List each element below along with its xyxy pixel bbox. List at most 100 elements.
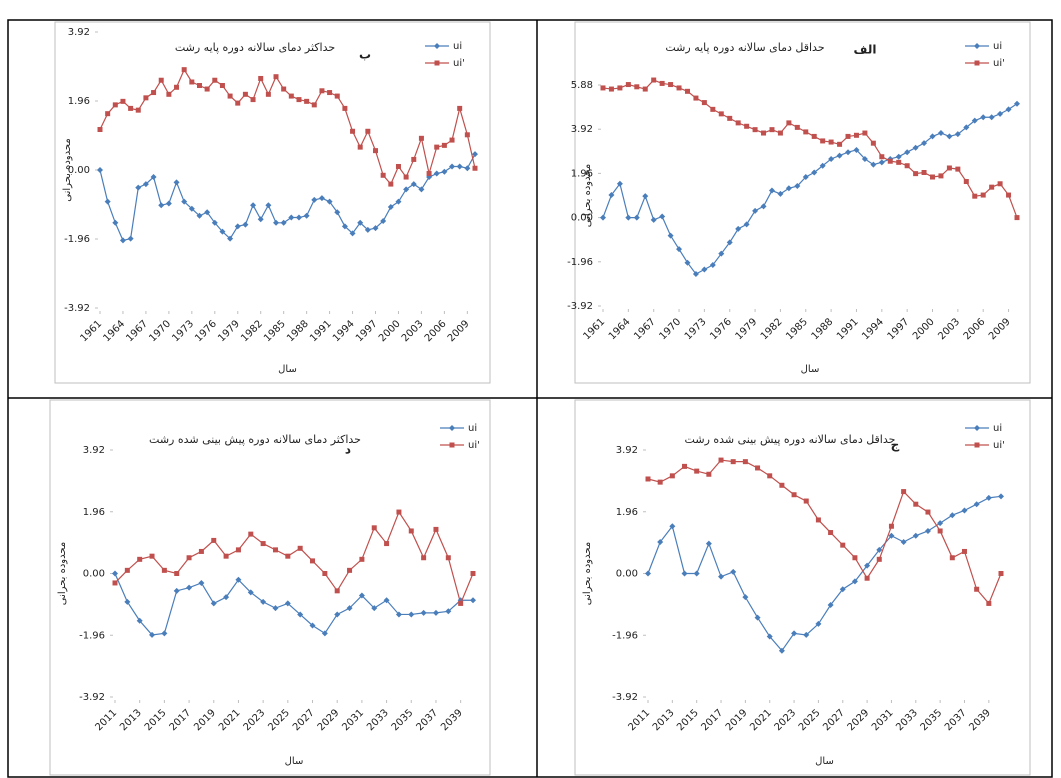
data-point — [149, 631, 156, 638]
data-point — [693, 95, 699, 101]
data-point — [820, 138, 826, 144]
data-point — [862, 130, 868, 136]
data-point — [743, 221, 750, 228]
data-point — [311, 196, 318, 203]
y-axis-label: محدوده بحرانی — [582, 164, 593, 227]
y-tick-label: -3.92 — [567, 301, 593, 312]
data-point — [235, 576, 242, 583]
data-point — [373, 148, 379, 154]
data-point — [303, 212, 310, 219]
data-point — [445, 608, 452, 615]
data-point — [710, 106, 716, 112]
data-point — [777, 190, 784, 197]
data-point — [887, 158, 893, 164]
data-point — [135, 107, 141, 113]
data-point — [234, 223, 241, 230]
data-point — [235, 547, 241, 553]
data-point — [247, 589, 254, 596]
data-point — [311, 102, 317, 108]
data-point — [143, 95, 149, 101]
data-point — [112, 570, 118, 577]
data-point — [173, 179, 180, 186]
data-point — [260, 598, 267, 605]
data-point — [692, 270, 699, 277]
data-point — [949, 512, 956, 519]
data-point — [980, 114, 987, 121]
data-point — [701, 100, 707, 106]
data-point — [418, 186, 425, 193]
data-point — [997, 110, 1004, 117]
data-point — [786, 120, 792, 126]
data-point — [388, 181, 394, 187]
data-point — [449, 163, 456, 170]
data-point — [837, 141, 843, 147]
data-point — [760, 203, 767, 210]
data-point — [128, 105, 134, 111]
y-tick-label: -1.96 — [567, 257, 593, 268]
data-point — [650, 216, 657, 223]
data-point — [600, 85, 606, 91]
data-point — [1005, 106, 1012, 113]
data-point — [828, 139, 834, 145]
data-point — [924, 527, 931, 534]
data-point — [645, 476, 651, 482]
data-point — [380, 172, 386, 178]
y-tick-label: 5.88 — [571, 80, 593, 91]
data-point — [464, 132, 470, 138]
legend-label: ui — [453, 41, 462, 52]
data-point — [853, 146, 860, 153]
data-point — [803, 631, 810, 638]
data-point — [371, 605, 378, 612]
y-tick-label: -1.96 — [612, 630, 638, 641]
legend-marker — [974, 60, 980, 66]
data-point — [878, 159, 885, 166]
y-tick-label: -1.96 — [79, 630, 105, 641]
data-point — [972, 193, 978, 199]
data-point — [929, 133, 936, 140]
x-axis-label: سال — [278, 364, 297, 375]
data-point — [754, 614, 761, 621]
data-point — [1014, 215, 1020, 221]
data-point — [937, 528, 943, 534]
data-point — [718, 111, 724, 117]
data-point — [755, 465, 761, 471]
data-point — [173, 587, 180, 594]
data-point — [161, 567, 167, 573]
data-point — [735, 120, 741, 126]
data-point — [930, 174, 936, 180]
data-point — [441, 142, 447, 148]
data-point — [839, 586, 846, 593]
data-point — [174, 84, 180, 90]
data-point — [744, 123, 750, 129]
y-tick-label: 0.00 — [571, 213, 593, 224]
data-point — [227, 235, 234, 242]
data-point — [709, 261, 716, 268]
data-point — [395, 198, 402, 205]
data-point — [954, 131, 961, 138]
data-point — [196, 212, 203, 219]
data-point — [815, 620, 822, 627]
data-point — [285, 553, 291, 559]
y-tick-label: 3.92 — [571, 124, 593, 135]
data-point — [426, 171, 432, 177]
data-point — [828, 530, 834, 536]
data-point — [449, 137, 455, 143]
data-point — [327, 90, 333, 96]
data-point — [158, 202, 165, 209]
data-point — [706, 471, 712, 477]
data-point — [411, 156, 417, 162]
data-point — [258, 75, 264, 81]
data-point — [870, 161, 877, 168]
chart-title: حداکثر دمای سالانه دوره پیش بینی شده رشت — [149, 433, 361, 446]
data-point — [181, 67, 187, 73]
legend-label: ui' — [993, 440, 1005, 451]
data-point — [997, 181, 1003, 187]
data-point — [142, 181, 149, 188]
data-point — [418, 135, 424, 141]
data-point — [921, 169, 927, 175]
data-point — [727, 115, 733, 121]
data-point — [669, 473, 675, 479]
data-point — [921, 140, 928, 147]
chart-frame — [54, 21, 491, 384]
